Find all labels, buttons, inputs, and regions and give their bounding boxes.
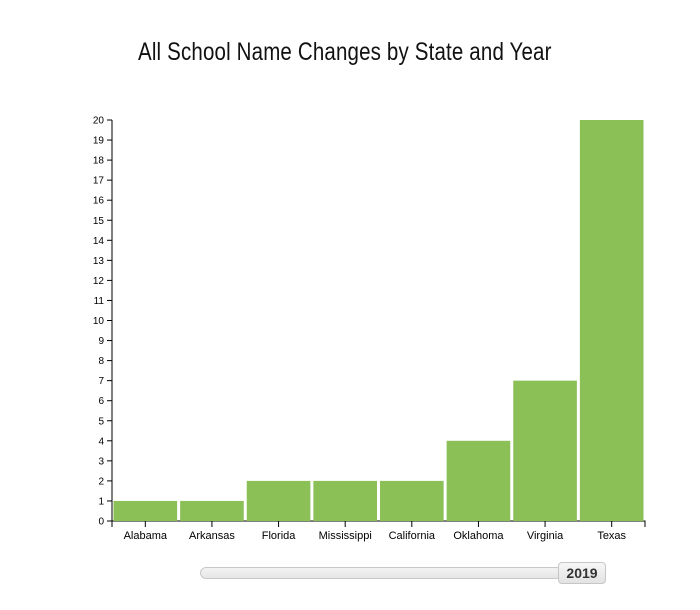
x-tick-label: Virginia — [527, 530, 564, 542]
y-tick-label: 0 — [98, 517, 104, 528]
bar-arkansas[interactable] — [180, 500, 244, 521]
bar-mississippi[interactable] — [313, 480, 377, 521]
y-tick-label: 9 — [98, 336, 104, 347]
y-tick-label: 10 — [93, 316, 105, 327]
bar-virginia[interactable] — [513, 380, 577, 521]
y-tick-label: 15 — [93, 216, 105, 227]
y-tick-label: 18 — [93, 156, 105, 167]
x-tick-label: California — [389, 530, 436, 542]
x-axis-line — [111, 520, 646, 527]
y-tick-label: 7 — [98, 376, 104, 387]
y-tick-label: 11 — [94, 296, 105, 307]
year-slider-handle[interactable]: 2019 — [558, 562, 606, 584]
bar-california[interactable] — [380, 480, 444, 521]
y-tick-label: 12 — [93, 276, 105, 287]
chart-title: All School Name Changes by State and Yea… — [138, 38, 552, 66]
y-tick-label: 4 — [98, 436, 104, 447]
y-tick-label: 6 — [98, 396, 104, 407]
y-tick-label: 3 — [98, 456, 104, 467]
slider-track[interactable] — [200, 567, 562, 579]
y-tick-label: 17 — [93, 176, 105, 187]
year-slider[interactable]: 2019 — [200, 562, 606, 584]
x-tick-label: Arkansas — [189, 530, 235, 542]
bar-alabama[interactable] — [113, 500, 178, 521]
x-tick-label: Florida — [262, 530, 297, 542]
y-tick-label: 13 — [93, 256, 105, 267]
y-tick-label: 14 — [93, 236, 105, 247]
y-tick-label: 1 — [98, 496, 104, 507]
x-tick-label: Oklahoma — [453, 530, 504, 542]
x-axis: Alabama Arkansas Florida Mississippi Califor… — [111, 520, 646, 542]
x-tick-label: Alabama — [124, 530, 168, 542]
bar-florida[interactable] — [246, 480, 311, 521]
y-tick-label: 20 — [93, 116, 105, 127]
y-tick-label: 5 — [98, 416, 104, 427]
y-tick-label: 19 — [93, 136, 105, 147]
bars — [113, 120, 644, 521]
y-tick-label: 2 — [98, 476, 104, 487]
x-tick-label: Texas — [597, 530, 626, 542]
bar-oklahoma[interactable] — [446, 440, 511, 521]
x-tick-label: Mississippi — [319, 530, 372, 542]
y-tick-label: 8 — [98, 356, 104, 367]
bar-texas[interactable] — [579, 120, 644, 521]
y-tick-label: 16 — [93, 196, 105, 207]
